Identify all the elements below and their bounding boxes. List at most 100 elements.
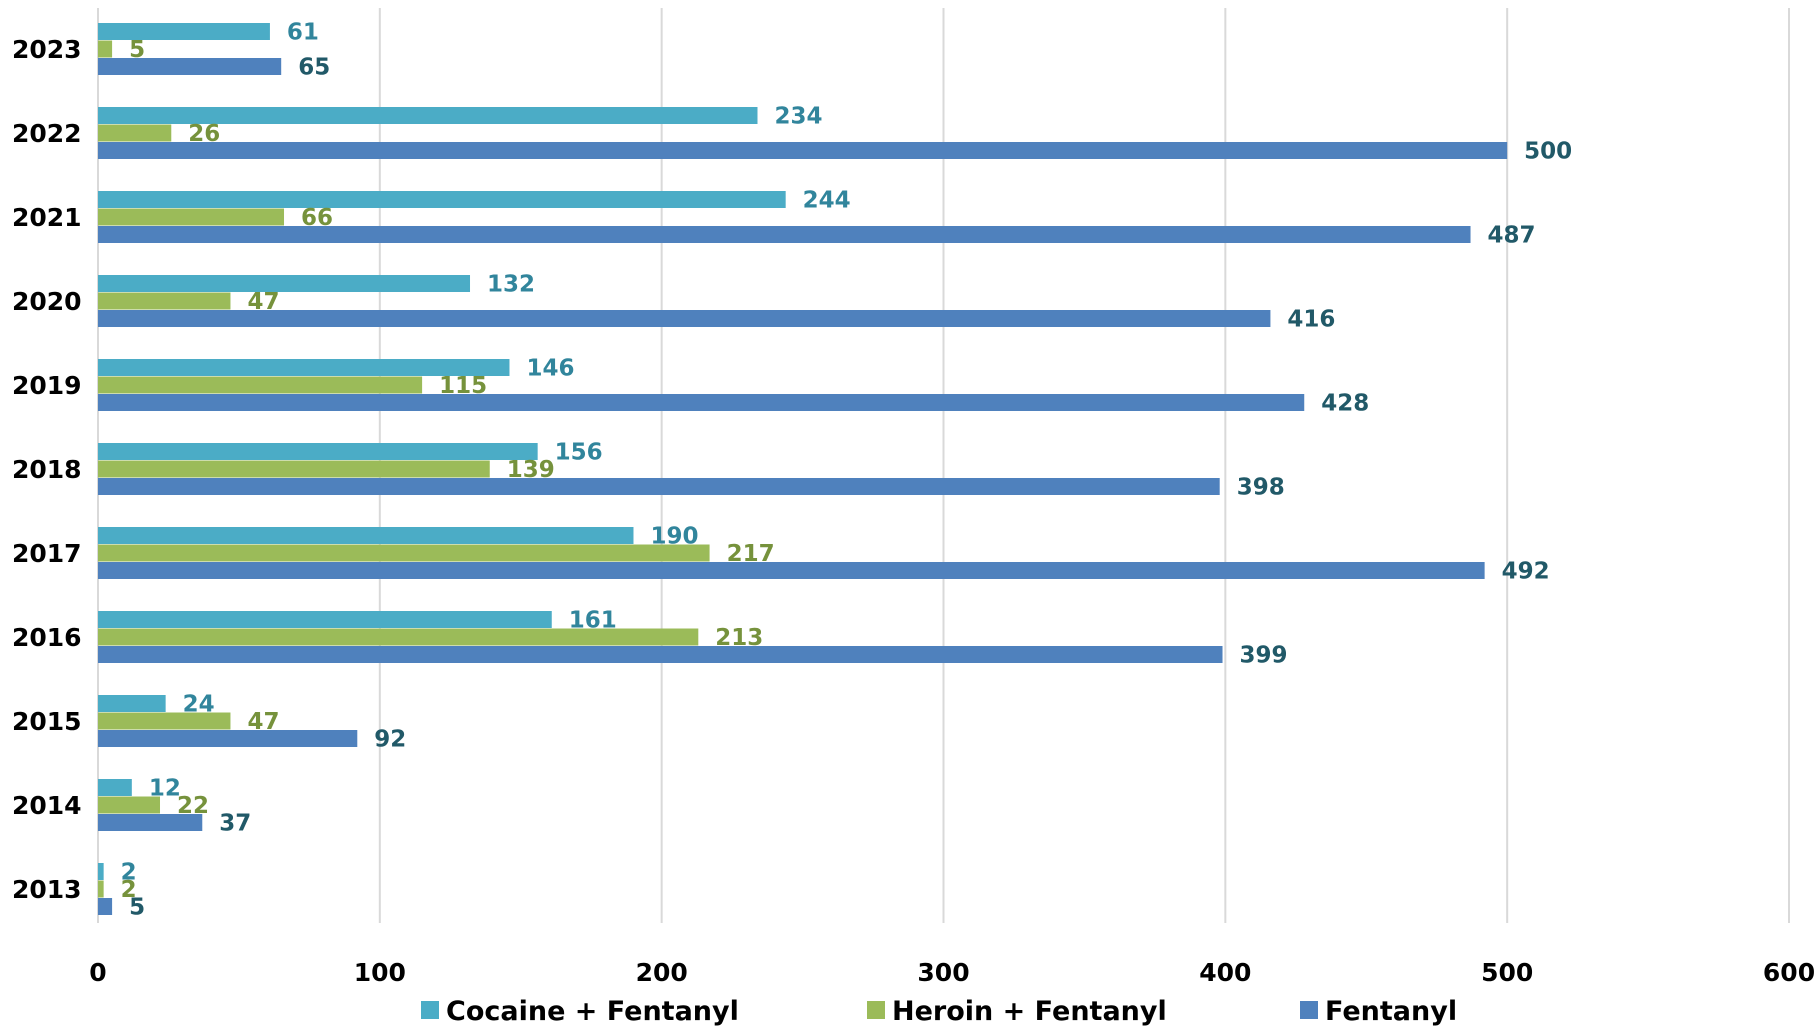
bar (98, 394, 1305, 411)
data-label: 92 (374, 727, 406, 753)
x-tick-labels: 0 100 200 300 400 500 600 (89, 958, 1815, 987)
bar (98, 611, 552, 628)
data-label: 5 (129, 895, 145, 921)
legend: Cocaine + Fentanyl Heroin + Fentanyl Fenta… (421, 996, 1457, 1027)
y-tick-label: 2019 (12, 371, 82, 400)
data-labels: 61 5 65 234 26 500 244 66 487 132 47 416 146 115 428 15… (121, 20, 1573, 921)
data-label: 115 (439, 373, 487, 399)
data-label: 24 (183, 692, 215, 718)
bar (98, 478, 1220, 495)
bar (98, 730, 358, 747)
bar (98, 443, 538, 460)
bar (98, 460, 490, 478)
bar (98, 208, 285, 226)
data-label: 156 (555, 440, 603, 466)
bar (98, 107, 758, 124)
data-label: 47 (247, 709, 279, 735)
legend-label: Cocaine + Fentanyl (446, 996, 739, 1027)
gridlines (97, 8, 1790, 923)
legend-item: Cocaine + Fentanyl (421, 996, 739, 1027)
legend-item: Heroin + Fentanyl (867, 996, 1167, 1027)
legend-swatch (421, 1001, 439, 1019)
data-label: 5 (129, 37, 145, 63)
bar (98, 695, 166, 712)
bar (98, 527, 634, 544)
data-label: 26 (188, 121, 220, 147)
legend-label: Fentanyl (1325, 996, 1457, 1027)
y-tick-label: 2022 (12, 119, 82, 148)
data-label: 139 (507, 457, 555, 483)
bar (98, 40, 113, 58)
bar (98, 142, 1508, 159)
bar (98, 23, 270, 40)
data-label: 234 (774, 104, 822, 130)
y-tick-label: 2023 (12, 35, 82, 64)
y-tick-label: 2015 (12, 707, 82, 736)
bar (98, 712, 231, 730)
bar (98, 880, 104, 898)
bar (98, 292, 231, 310)
x-tick-label: 0 (89, 958, 106, 987)
x-tick-label: 400 (1199, 958, 1251, 987)
data-label: 190 (650, 524, 698, 550)
y-tick-label: 2014 (12, 791, 82, 820)
data-label: 244 (803, 188, 851, 214)
data-label: 2 (121, 877, 137, 903)
bar (98, 275, 471, 292)
bar (98, 796, 161, 814)
y-tick-label: 2021 (12, 203, 82, 232)
bar (98, 544, 710, 562)
bar (98, 898, 113, 915)
legend-swatch (1300, 1001, 1318, 1019)
data-label: 22 (177, 793, 209, 819)
y-tick-label: 2020 (12, 287, 82, 316)
data-label: 132 (487, 272, 535, 298)
data-label: 146 (526, 356, 574, 382)
bar (98, 376, 423, 394)
data-label: 12 (149, 776, 181, 802)
data-label: 428 (1321, 391, 1369, 417)
bar (98, 58, 282, 75)
y-tick-label: 2016 (12, 623, 82, 652)
data-label: 47 (247, 289, 279, 315)
bar (98, 562, 1485, 579)
y-tick-label: 2017 (12, 539, 82, 568)
bars (98, 23, 1508, 915)
legend-swatch (867, 1001, 885, 1019)
bar (98, 124, 172, 142)
bar (98, 863, 104, 880)
y-tick-label: 2013 (12, 875, 82, 904)
bar (98, 814, 203, 831)
data-label: 213 (715, 625, 763, 651)
data-label: 500 (1524, 139, 1572, 165)
data-label: 487 (1488, 223, 1536, 249)
x-tick-label: 500 (1481, 958, 1533, 987)
bar (98, 646, 1223, 663)
bar (98, 226, 1471, 243)
data-label: 399 (1240, 643, 1288, 669)
y-tick-labels: 2023 2022 2021 2020 2019 2018 2017 2016 2015 2014… (12, 35, 82, 904)
data-label: 37 (219, 811, 251, 837)
x-tick-label: 200 (636, 958, 688, 987)
data-label: 61 (287, 20, 319, 46)
data-label: 217 (727, 541, 775, 567)
data-label: 492 (1502, 559, 1550, 585)
legend-label: Heroin + Fentanyl (892, 996, 1167, 1027)
legend-item: Fentanyl (1300, 996, 1457, 1027)
data-label: 65 (298, 55, 330, 81)
data-label: 398 (1237, 475, 1285, 501)
x-tick-label: 300 (917, 958, 969, 987)
bar (98, 310, 1271, 327)
x-tick-label: 600 (1763, 958, 1815, 987)
y-tick-label: 2018 (12, 455, 82, 484)
data-label: 2 (121, 860, 137, 886)
data-label: 416 (1287, 307, 1335, 333)
data-label: 66 (301, 205, 333, 231)
data-label: 161 (569, 608, 617, 634)
x-tick-label: 100 (354, 958, 406, 987)
bar (98, 191, 786, 208)
bar (98, 628, 699, 646)
bar (98, 779, 132, 796)
bar (98, 359, 510, 376)
